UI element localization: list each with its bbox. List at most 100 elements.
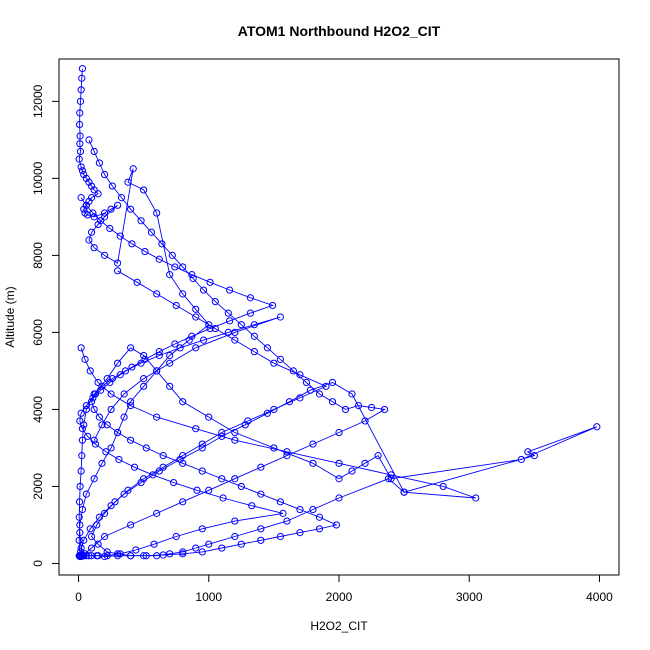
data-layer [75, 65, 601, 561]
data-point [231, 336, 239, 344]
data-point [127, 401, 135, 410]
series-line [79, 197, 284, 557]
data-point [133, 278, 141, 286]
data-point [206, 324, 214, 333]
data-point [141, 355, 149, 363]
data-point [150, 540, 158, 548]
series-line [91, 270, 338, 557]
data-point [85, 136, 93, 144]
data-point [237, 540, 245, 548]
data-point [593, 423, 601, 431]
data-point [76, 140, 84, 148]
data-point [90, 405, 98, 414]
data-point [116, 371, 124, 379]
data-point [159, 463, 167, 471]
data-point [90, 186, 98, 194]
data-point [78, 65, 87, 73]
data-point [170, 478, 178, 487]
data-point [115, 455, 123, 464]
data-point [86, 525, 94, 533]
data-point [198, 444, 206, 452]
data-point [75, 155, 83, 163]
data-point [90, 475, 98, 483]
data-point [82, 401, 90, 410]
y-tick-label: 2000 [31, 473, 45, 500]
data-point [81, 355, 89, 363]
data-point [226, 286, 234, 294]
data-point [276, 498, 284, 506]
data-point [179, 459, 187, 467]
data-point [127, 205, 135, 213]
data-point [75, 513, 83, 521]
data-point [106, 378, 114, 387]
data-point [237, 482, 245, 491]
data-point [172, 301, 180, 310]
data-point [335, 459, 343, 467]
data-point [75, 498, 84, 506]
x-tick-label: 0 [75, 590, 82, 604]
data-point [354, 401, 363, 410]
data-point [76, 552, 84, 561]
data-point [77, 344, 85, 352]
data-point [224, 309, 232, 317]
data-point [166, 351, 174, 360]
data-point [116, 232, 124, 240]
data-point [78, 452, 86, 460]
data-point [76, 521, 84, 529]
data-point [128, 363, 136, 371]
data-point [315, 390, 324, 398]
data-point [124, 178, 132, 186]
data-point [361, 459, 369, 467]
data-point [76, 109, 84, 117]
data-point [472, 494, 480, 502]
y-axis-label: Altitude (m) [3, 286, 17, 347]
data-point [90, 244, 98, 252]
data-point [387, 475, 395, 483]
data-point [128, 240, 136, 248]
data-point [199, 286, 208, 294]
data-point [279, 509, 287, 517]
data-point [246, 294, 255, 302]
data-point [117, 194, 126, 202]
data-point [367, 403, 376, 412]
data-point [78, 425, 87, 433]
data-point [153, 290, 161, 298]
data-point [198, 548, 206, 556]
data-point [153, 209, 161, 217]
data-point [166, 359, 174, 367]
data-point [400, 488, 408, 496]
y-tick-label: 10000 [31, 161, 45, 195]
data-point [237, 321, 245, 329]
data-point [153, 413, 161, 421]
data-point [78, 436, 87, 444]
data-point [77, 194, 85, 202]
data-point [179, 290, 187, 298]
data-point [120, 490, 128, 498]
data-point [95, 159, 103, 167]
data-point [276, 355, 284, 363]
data-point [155, 351, 163, 360]
data-point [140, 375, 148, 383]
data-point [100, 213, 109, 221]
data-point [246, 309, 255, 317]
data-point [97, 386, 105, 394]
data-point [153, 509, 161, 517]
data-point [95, 413, 103, 421]
data-point [257, 536, 265, 544]
y-tick-label: 8000 [31, 242, 45, 269]
data-point [90, 147, 98, 156]
data-point [107, 502, 115, 510]
data-point [231, 532, 239, 541]
data-point [93, 521, 101, 529]
data-point [130, 463, 139, 471]
data-point [199, 336, 208, 344]
data-point [120, 413, 128, 421]
data-point [309, 505, 317, 514]
data-point [103, 548, 111, 556]
data-point [127, 521, 135, 529]
data-point [198, 467, 206, 475]
y-tick-label: 12000 [31, 84, 45, 118]
data-point [89, 209, 97, 217]
data-point [76, 147, 85, 156]
data-point [211, 324, 219, 333]
